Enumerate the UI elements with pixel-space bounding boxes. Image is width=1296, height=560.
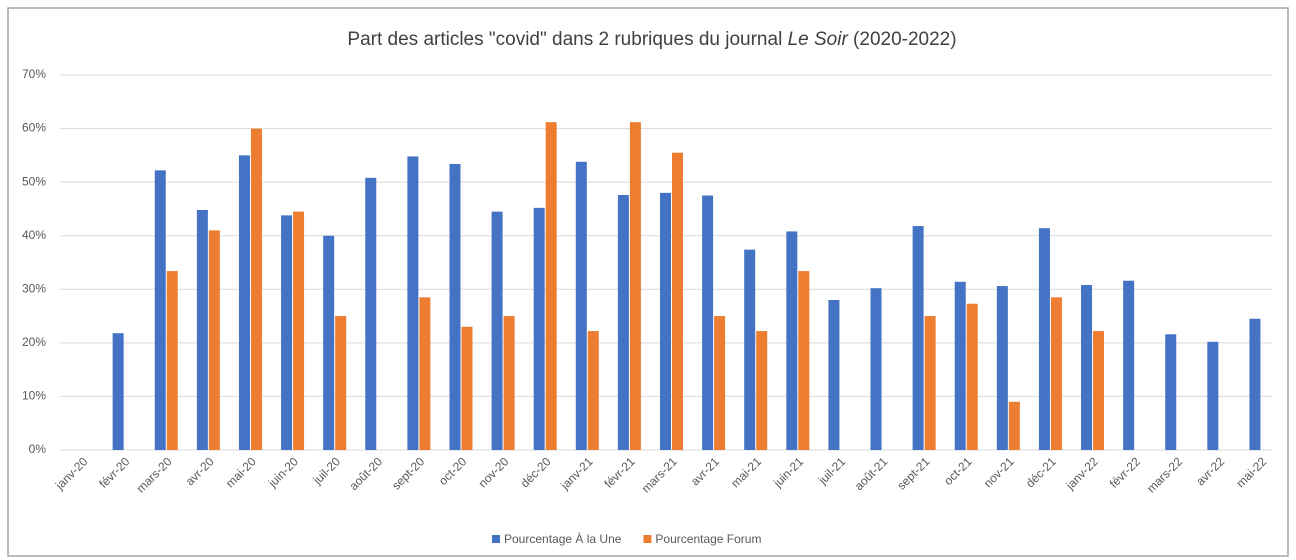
legend-label: Pourcentage Forum (655, 532, 761, 546)
y-tick-label: 20% (22, 335, 46, 349)
bar (335, 316, 347, 450)
bar (702, 195, 714, 450)
title-part: Le Soir (788, 29, 849, 50)
bar (1123, 280, 1135, 450)
bar (166, 271, 178, 450)
bar (323, 235, 335, 450)
bar (617, 195, 629, 450)
bar (1165, 334, 1177, 450)
bar (365, 177, 377, 450)
bar (1093, 331, 1105, 450)
bar (798, 271, 810, 450)
legend-swatch (492, 535, 500, 543)
bar (112, 333, 124, 450)
bar (281, 215, 293, 450)
bar (1038, 228, 1050, 450)
bar (533, 207, 545, 450)
bar (419, 297, 431, 450)
y-tick-label: 40% (22, 228, 46, 242)
chart-frame (7, 7, 1289, 557)
legend-label: Pourcentage À la Une (504, 531, 622, 546)
bar (1008, 401, 1020, 450)
title-part: Part des articles "covid" dans 2 rubriqu… (347, 29, 787, 50)
bar (1207, 341, 1219, 450)
y-tick-label: 0% (29, 442, 47, 456)
bar (786, 231, 798, 450)
legend-swatch (643, 535, 652, 543)
bar (154, 170, 166, 450)
bar (1081, 285, 1093, 450)
y-tick-label: 70% (22, 67, 46, 81)
bar (756, 331, 768, 450)
bar (660, 192, 671, 450)
bar (587, 331, 599, 450)
bar (293, 211, 305, 450)
y-tick-label: 50% (22, 174, 46, 188)
bar (575, 161, 587, 451)
y-tick-label: 60% (22, 121, 46, 135)
bar (629, 122, 641, 451)
y-tick-label: 30% (22, 281, 46, 295)
bar (966, 303, 978, 450)
y-tick-label: 10% (22, 389, 46, 403)
bar (1249, 318, 1261, 450)
bar (196, 210, 208, 450)
bar (449, 163, 461, 450)
bar (870, 288, 882, 450)
bar (208, 230, 220, 450)
bar (461, 326, 473, 450)
bar (238, 155, 250, 450)
bar (954, 281, 966, 450)
bar (924, 316, 936, 450)
bar (714, 316, 726, 450)
bar (491, 211, 503, 450)
bar (407, 156, 419, 450)
bar (828, 300, 840, 450)
bar (1050, 297, 1062, 450)
chart-title: Part des articles "covid" dans 2 rubriqu… (347, 29, 956, 50)
bar (996, 286, 1008, 450)
bar (912, 226, 924, 450)
bar (744, 249, 756, 450)
bar (503, 316, 515, 450)
bar (672, 152, 683, 450)
bar (545, 122, 557, 451)
title-part: (2020-2022) (848, 29, 957, 50)
bar (250, 128, 262, 451)
